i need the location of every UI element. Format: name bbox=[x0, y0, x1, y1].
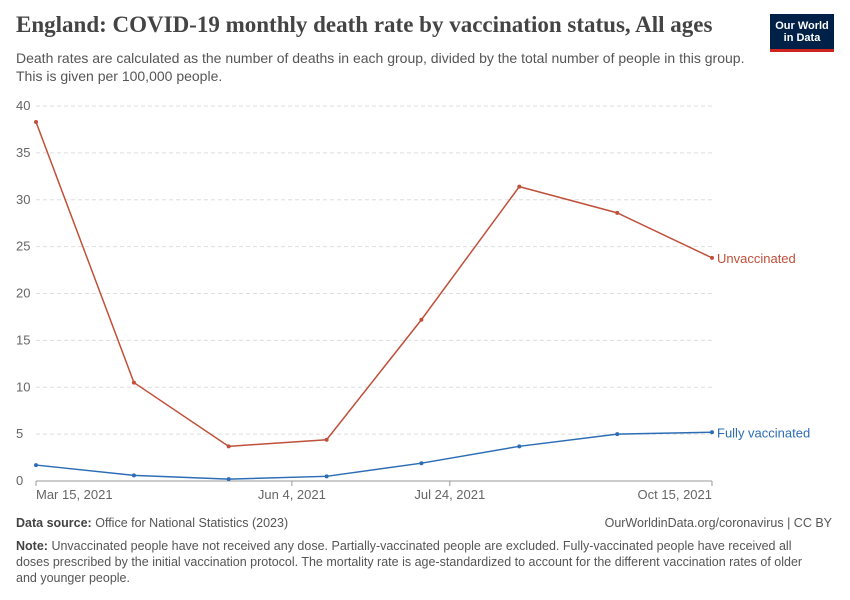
point bbox=[226, 444, 231, 449]
source-text: Office for National Statistics (2023) bbox=[95, 516, 289, 530]
point bbox=[226, 477, 231, 482]
point bbox=[710, 255, 714, 260]
series-label: Fully vaccinated bbox=[717, 425, 810, 440]
chart-title: England: COVID-19 monthly death rate by … bbox=[16, 12, 713, 37]
x-tick-label: Oct 15, 2021 bbox=[638, 487, 712, 502]
logo-line: Our World bbox=[775, 20, 829, 32]
y-tick-label: 10 bbox=[16, 379, 30, 394]
point bbox=[324, 437, 329, 442]
series-line bbox=[35, 431, 713, 480]
note-text: Unvaccinated people have not received an… bbox=[16, 539, 803, 585]
y-tick-label: 25 bbox=[16, 239, 30, 254]
series-label: Unvaccinated bbox=[717, 251, 796, 266]
x-tick-label: Jun 4, 2021 bbox=[258, 487, 326, 502]
x-tick-label: Jul 24, 2021 bbox=[414, 487, 485, 502]
y-tick-label: 35 bbox=[16, 145, 30, 160]
point bbox=[34, 119, 38, 124]
logo[interactable]: Our World in Data bbox=[770, 14, 834, 52]
y-tick-label: 30 bbox=[16, 192, 30, 207]
url[interactable]: OurWorldinData.org/coronavirus | CC BY bbox=[604, 516, 832, 530]
y-tick-label: 15 bbox=[16, 332, 30, 347]
x-tick-label: Mar 15, 2021 bbox=[36, 487, 113, 502]
y-tick-label: 0 bbox=[16, 473, 23, 488]
logo-line: in Data bbox=[783, 32, 821, 44]
point bbox=[34, 463, 38, 468]
source: Data source: Office for National Statist… bbox=[16, 516, 288, 530]
point bbox=[419, 317, 424, 322]
note: Note: Unvaccinated people have not recei… bbox=[16, 538, 816, 586]
point bbox=[517, 444, 522, 449]
point bbox=[324, 474, 329, 479]
point bbox=[615, 210, 620, 215]
point bbox=[517, 184, 522, 189]
series-line bbox=[35, 121, 713, 448]
y-tick-label: 20 bbox=[16, 286, 30, 301]
point bbox=[419, 461, 424, 466]
note-label: Note: bbox=[16, 539, 48, 553]
chart-subtitle: Death rates are calculated as the number… bbox=[16, 50, 745, 84]
source-label: Data source: bbox=[16, 516, 92, 530]
point bbox=[131, 473, 136, 478]
point bbox=[710, 430, 714, 435]
y-tick-label: 40 bbox=[16, 98, 30, 113]
y-tick-label: 5 bbox=[16, 426, 23, 441]
point bbox=[131, 380, 136, 385]
point bbox=[615, 432, 620, 437]
